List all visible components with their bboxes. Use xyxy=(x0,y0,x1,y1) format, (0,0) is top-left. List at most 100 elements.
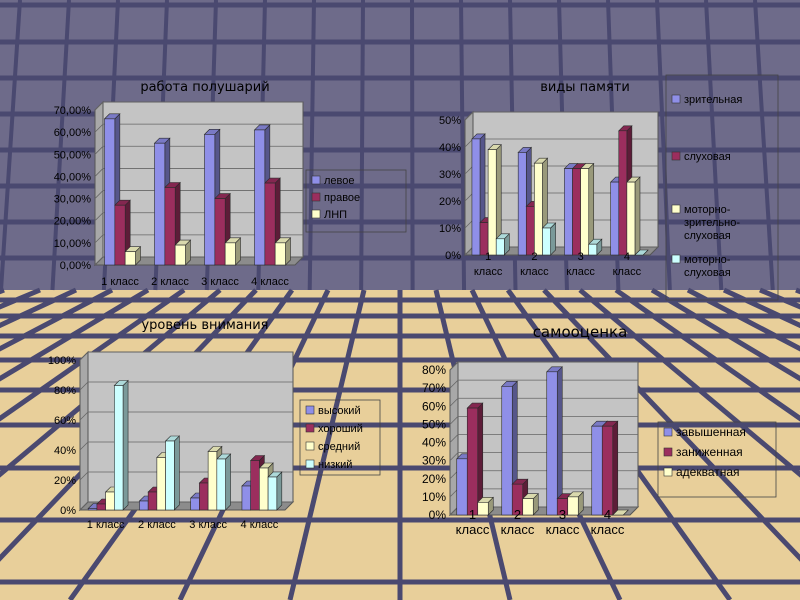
bar xyxy=(541,222,557,256)
floor-line xyxy=(0,287,186,422)
bar-front xyxy=(522,498,534,516)
x-tick-label: 4 класс xyxy=(241,519,279,531)
y-tick-label: 0,00% xyxy=(60,260,91,272)
x-tick-label-line: класс xyxy=(591,522,625,537)
legend-label: завышенная xyxy=(676,425,746,439)
bar-top xyxy=(634,249,649,256)
x-tick-label-line: класс xyxy=(520,266,549,278)
x-tick-label: 4 класс xyxy=(591,507,625,537)
legend-label: моторно-зрительно-слуховая xyxy=(684,204,740,242)
legend-label: правое xyxy=(324,192,360,204)
gridline xyxy=(79,381,293,391)
bar-front xyxy=(534,162,543,256)
bar-front xyxy=(517,152,527,256)
bar-front xyxy=(154,142,166,266)
y-tick-label: 10% xyxy=(422,490,446,504)
wall-line xyxy=(704,0,724,291)
legend-swatch xyxy=(671,254,681,264)
legend-swatch xyxy=(671,94,681,104)
x-tick-label: 2 класс xyxy=(501,507,535,537)
bar-front xyxy=(87,508,98,511)
gridline xyxy=(94,101,303,111)
wall-line xyxy=(307,0,316,291)
bar xyxy=(274,237,292,266)
y-tick-label: 60,00% xyxy=(54,127,92,139)
floor-line xyxy=(0,287,114,352)
bar xyxy=(522,492,539,516)
bar-front xyxy=(254,129,266,266)
plot-side-wall xyxy=(79,350,89,512)
bar-front xyxy=(466,407,479,516)
bar xyxy=(164,435,181,511)
bar-front xyxy=(114,385,124,511)
floor-line xyxy=(0,287,150,382)
legend-label: моторно-слуховая xyxy=(684,254,731,279)
x-tick-label: 3 класс xyxy=(546,507,580,537)
bar-front xyxy=(199,482,209,511)
y-tick-label: 50,00% xyxy=(54,149,92,161)
bar-front xyxy=(495,238,505,256)
gridline xyxy=(449,415,638,425)
legend-label-line: моторно- xyxy=(684,254,731,266)
y-tick-label: 10% xyxy=(439,223,461,235)
bar xyxy=(495,233,511,256)
bar-side xyxy=(276,471,283,511)
gridline xyxy=(94,190,303,199)
bar-front xyxy=(618,130,628,256)
y-tick-label: 50% xyxy=(422,417,446,431)
bar xyxy=(113,379,129,511)
bar-front xyxy=(542,227,551,256)
y-tick-label: 10,00% xyxy=(54,238,92,250)
legend-label: средний xyxy=(318,441,360,453)
legend-box xyxy=(657,421,777,498)
gridline xyxy=(94,145,303,155)
legend-label-line: слуховая xyxy=(684,267,731,279)
x-tick-label-line: 4 xyxy=(624,251,630,263)
bar-front xyxy=(190,497,200,511)
floor-line xyxy=(542,288,800,562)
bar xyxy=(601,420,619,516)
gridline xyxy=(94,234,303,244)
bar xyxy=(174,239,192,266)
x-tick-label-line: 3 xyxy=(578,251,584,263)
bar-front xyxy=(591,425,603,516)
floor-line xyxy=(686,287,800,352)
floor-line xyxy=(650,287,800,382)
x-tick-label-line: класс xyxy=(456,522,490,537)
x-tick-label: 1 класс xyxy=(456,507,490,537)
bar xyxy=(626,176,641,256)
legend-swatch xyxy=(305,423,315,433)
x-tick-label: 2 класс xyxy=(138,519,176,531)
y-tick-label: 40% xyxy=(439,142,461,154)
bar-side xyxy=(556,366,563,516)
bar xyxy=(466,402,484,516)
legend-box xyxy=(665,74,779,301)
x-tick-label: 4 класс xyxy=(613,251,642,278)
gridline xyxy=(79,351,293,361)
legend-swatch xyxy=(305,441,315,451)
gridline xyxy=(79,411,293,421)
bar-front xyxy=(164,187,176,266)
legend-label-line: моторно- xyxy=(684,204,731,216)
legend-swatch xyxy=(671,204,681,214)
legend-swatch xyxy=(663,467,673,477)
legend-box xyxy=(299,399,381,476)
bar-front xyxy=(241,485,251,511)
wall-line xyxy=(459,0,467,291)
bar xyxy=(612,509,629,516)
y-tick-label: 40% xyxy=(422,436,446,450)
y-tick-label: 50% xyxy=(439,115,461,127)
y-tick-label: 70,00% xyxy=(54,105,92,117)
y-tick-label: 80% xyxy=(54,385,76,397)
y-tick-label: 80% xyxy=(422,363,446,377)
bar-front xyxy=(104,118,116,266)
bar-front xyxy=(564,168,573,256)
chart-memory-types-svg: виды памяти 0% 10% 20% 30% 40% 50% 1 класс 2 клас… xyxy=(439,74,779,301)
wall-line xyxy=(359,0,365,291)
legend-label: ЛНП xyxy=(324,209,347,221)
legend-label: зрительная xyxy=(684,94,742,106)
bar-front xyxy=(156,457,166,511)
bar-front xyxy=(610,181,620,256)
bar-side xyxy=(122,379,129,511)
floor-line xyxy=(614,287,800,422)
